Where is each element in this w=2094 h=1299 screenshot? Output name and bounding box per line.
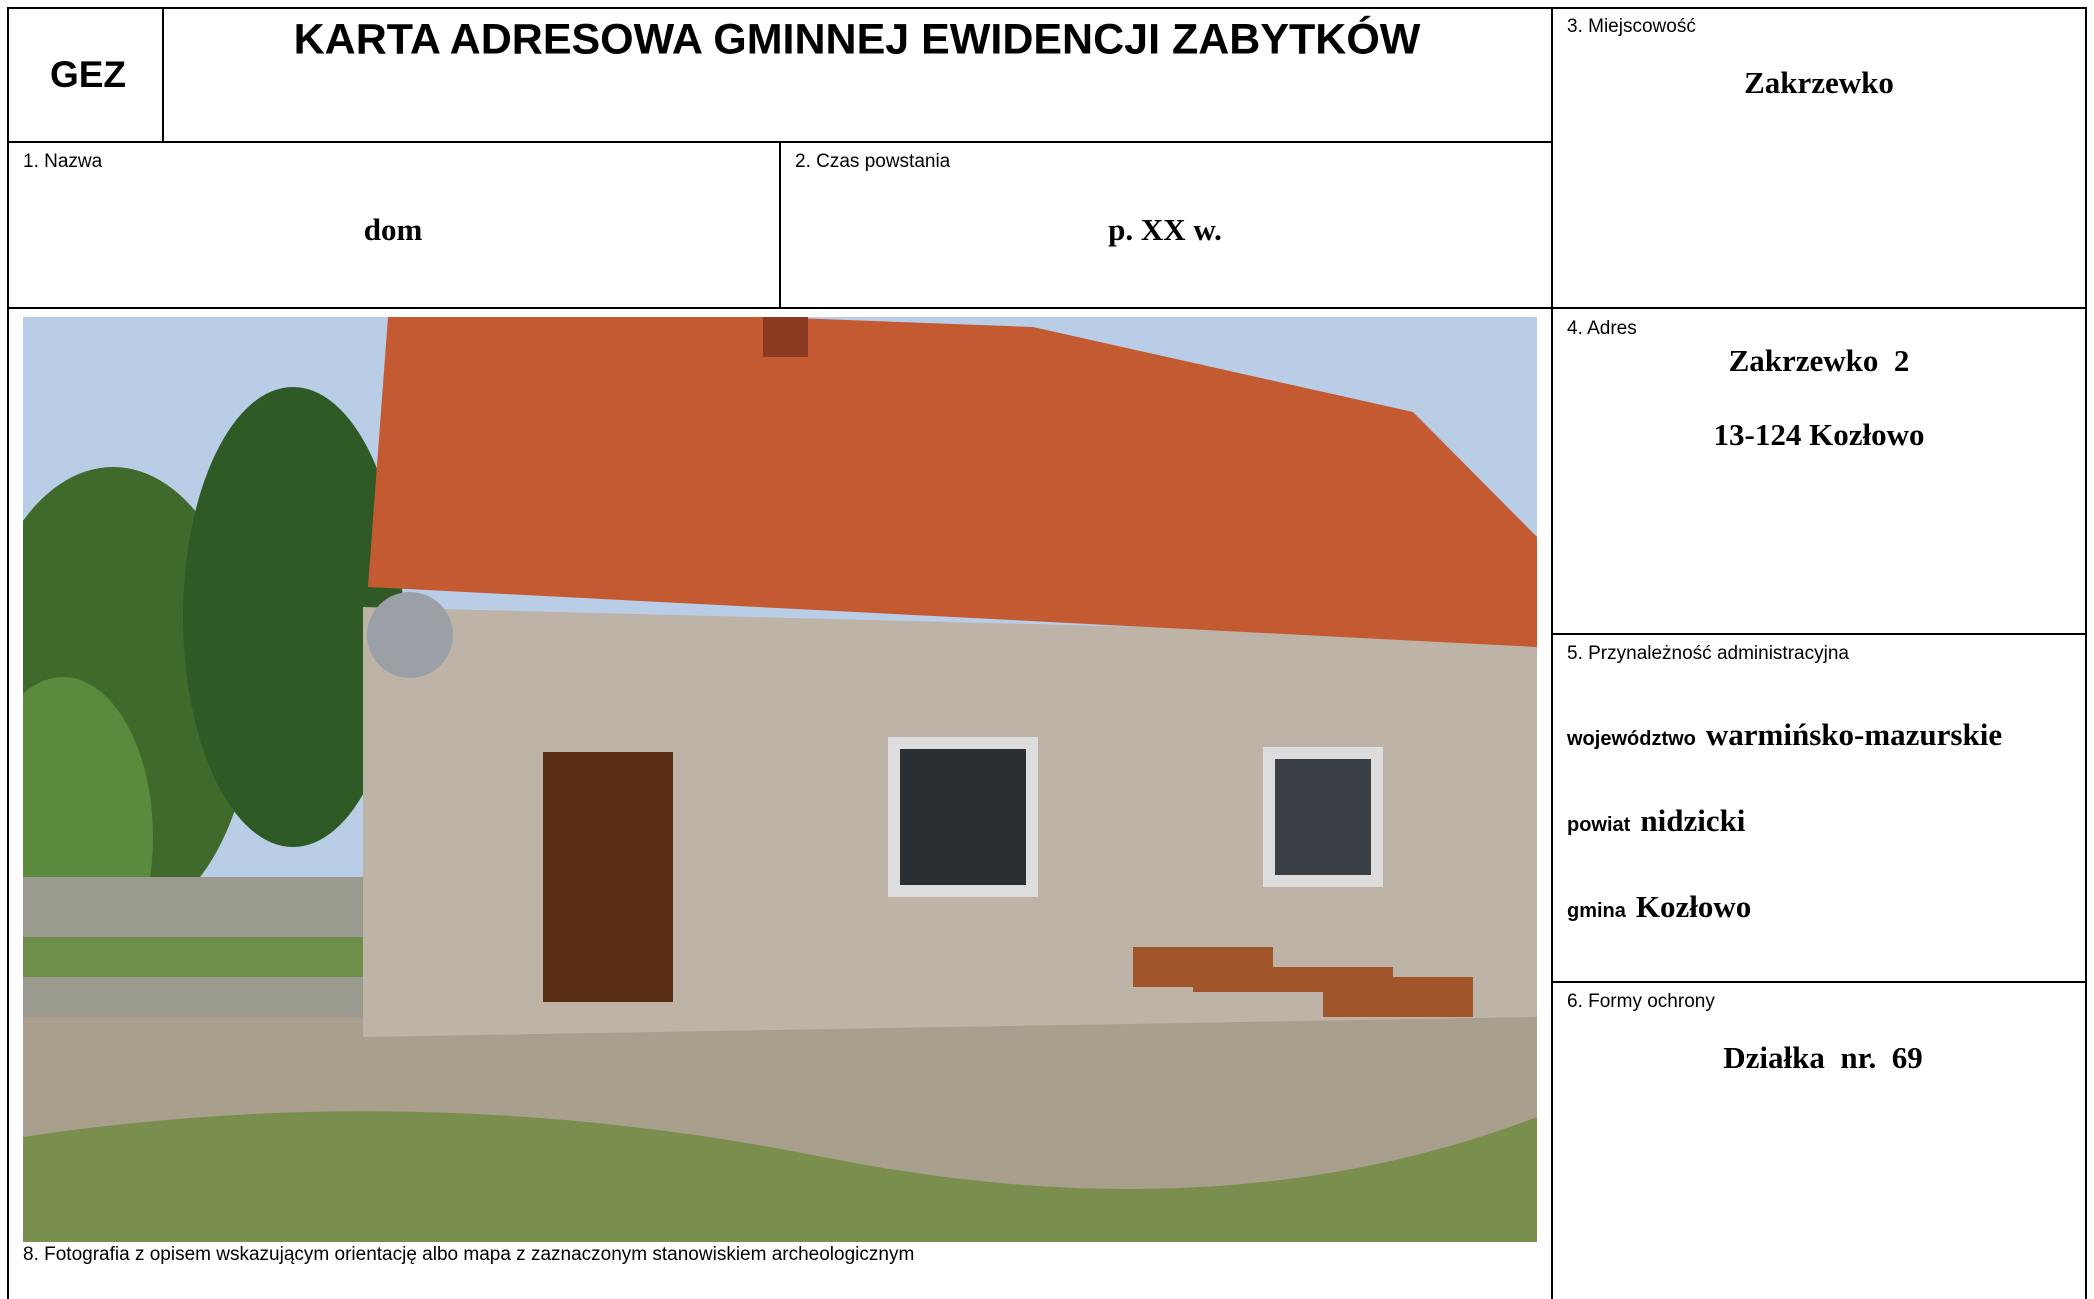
border [7,307,2087,309]
photo [23,317,1537,1242]
border [1551,633,2087,635]
admin-key: województwo [1567,728,1696,750]
field-label: 5. Przynależność administracyjna [1567,643,1849,665]
border [7,7,9,1299]
border [162,7,164,142]
field-label: 2. Czas powstania [795,151,950,173]
card-code: GEZ [50,54,126,96]
field-label: 1. Nazwa [23,151,102,173]
border [2085,7,2087,1299]
admin-row: województwo warmińsko-mazurskie [1567,717,2002,753]
border [7,7,2087,9]
border [1551,981,2087,983]
border [779,141,781,309]
admin-key: powiat [1567,814,1630,836]
field-label: 3. Miejscowość [1567,16,1696,38]
admin-value: nidzicki [1640,803,1745,838]
border [1551,7,1553,1299]
field-value: dom [364,212,423,248]
field-label: 6. Formy ochrony [1567,991,1715,1013]
admin-value: warmińsko-mazurskie [1706,717,2002,752]
field-value: Zakrzewko [1744,65,1894,101]
address-line: 13-124 Kozłowo [1714,417,1925,453]
admin-value: Kozłowo [1636,889,1751,924]
admin-row: gmina Kozłowo [1567,889,1751,925]
field-label: 4. Adres [1567,318,1637,340]
field-value: Działka nr. 69 [1723,1040,1923,1076]
address-card: GEZ KARTA ADRESOWA GMINNEJ EWIDENCJI ZAB… [0,0,2094,1299]
field-value: p. XX w. [1108,212,1222,248]
card-title: KARTA ADRESOWA GMINNEJ EWIDENCJI ZABYTKÓ… [294,16,1421,65]
admin-row: powiat nidzicki [1567,803,1745,839]
address-line: Zakrzewko 2 [1729,343,1910,379]
photo-caption: 8. Fotografia z opisem wskazującym orien… [23,1244,914,1266]
admin-key: gmina [1567,900,1626,922]
